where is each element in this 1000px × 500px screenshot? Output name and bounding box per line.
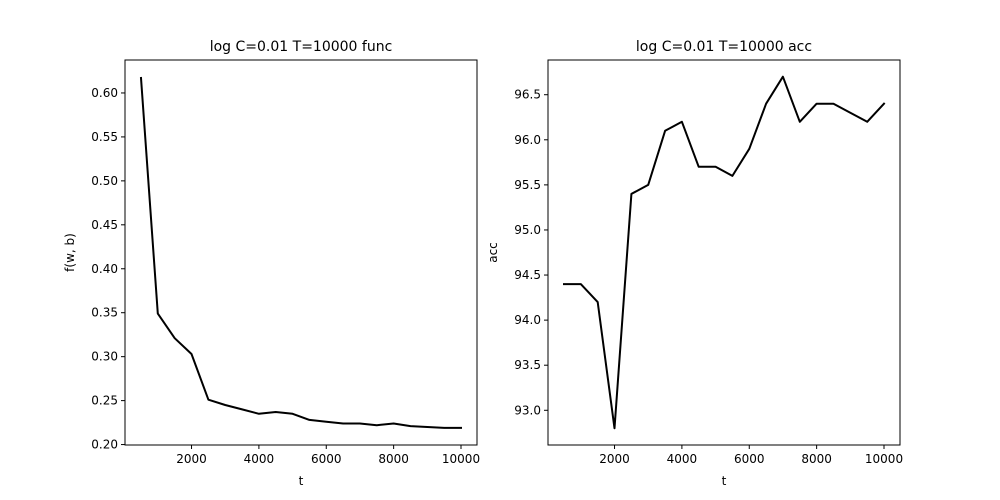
x-tick-label: 6000 <box>311 452 342 466</box>
x-tick-label: 8000 <box>378 452 409 466</box>
chart-title: log C=0.01 T=10000 func <box>210 39 393 55</box>
x-tick-label: 8000 <box>801 452 832 466</box>
y-tick-label: 0.30 <box>91 350 118 364</box>
y-tick-label: 95.5 <box>514 178 541 192</box>
func-chart: log C=0.01 T=10000 func 2000 4000 6000 8000… <box>63 39 480 488</box>
x-tick-label: 4000 <box>667 452 698 466</box>
y-tick-label: 0.45 <box>91 218 118 232</box>
x-tick-label: 2000 <box>599 452 630 466</box>
y-tick-label: 0.40 <box>91 262 118 276</box>
y-tick-label: 95.0 <box>514 223 541 237</box>
x-tick-label: 10000 <box>442 452 480 466</box>
x-axis-label: t <box>299 474 304 488</box>
func-series-line <box>139 76 462 429</box>
y-tick-label: 0.55 <box>91 130 118 144</box>
y-axis-label: acc <box>486 242 500 263</box>
x-axis-label: t <box>722 474 727 488</box>
y-tick-label: 0.50 <box>91 174 118 188</box>
tick-group: 2000 4000 6000 8000 10000 0.20 0.25 0.30 0.35 0.4… <box>91 86 480 466</box>
y-tick-label: 93.0 <box>514 403 541 417</box>
tick-group: 2000 4000 6000 8000 10000 93.0 93.5 94.0 94.5 95.… <box>514 88 903 466</box>
x-tick-label: 4000 <box>244 452 275 466</box>
y-tick-label: 94.5 <box>514 268 541 282</box>
y-tick-label: 0.20 <box>91 438 118 452</box>
x-tick-label: 2000 <box>176 452 207 466</box>
y-tick-label: 0.60 <box>91 86 118 100</box>
acc-chart: log C=0.01 T=10000 acc 2000 4000 6000 8000 1… <box>486 39 903 488</box>
acc-series-line <box>563 75 886 430</box>
y-tick-label: 96.5 <box>514 88 541 102</box>
x-tick-label: 6000 <box>734 452 765 466</box>
y-tick-label: 94.0 <box>514 313 541 327</box>
chart-title: log C=0.01 T=10000 acc <box>636 39 812 55</box>
y-tick-label: 93.5 <box>514 358 541 372</box>
y-tick-label: 0.25 <box>91 394 118 408</box>
plot-frame <box>547 59 901 446</box>
x-tick-label: 10000 <box>865 452 903 466</box>
plot-frame <box>124 59 478 446</box>
y-tick-label: 96.0 <box>514 133 541 147</box>
y-tick-label: 0.35 <box>91 306 118 320</box>
y-axis-label: f(w, b) <box>63 233 77 272</box>
